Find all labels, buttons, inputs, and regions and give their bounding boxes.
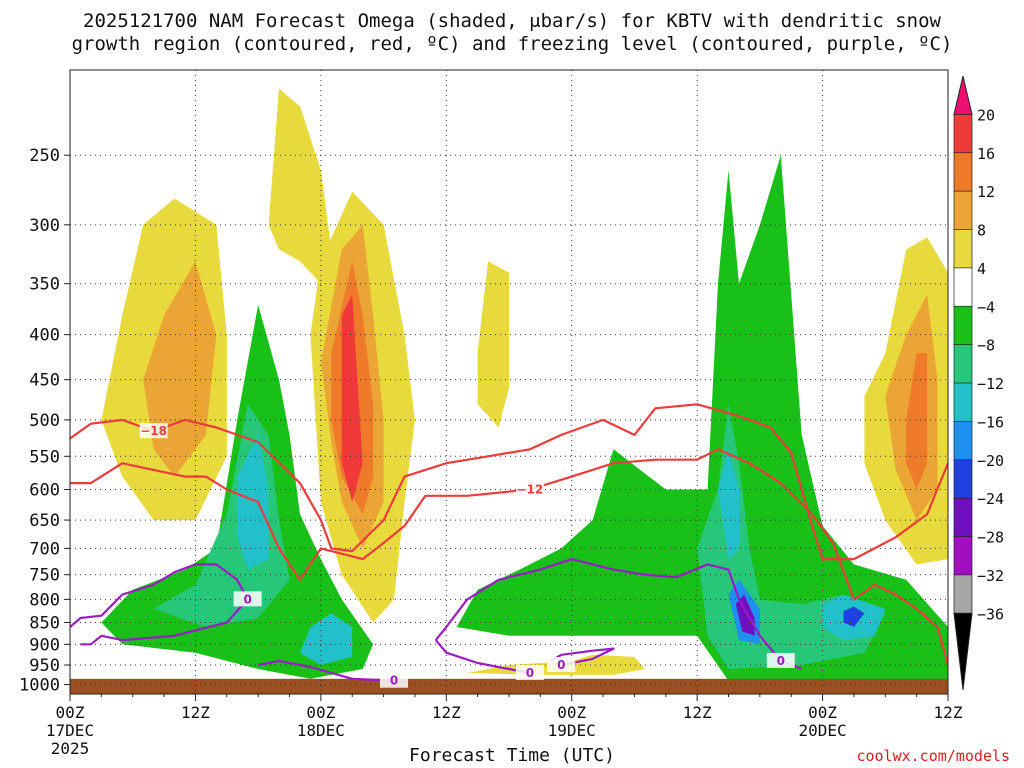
colorbar-swatch (954, 383, 972, 422)
colorbar-label: −32 (977, 567, 1004, 585)
colorbar-swatch (954, 114, 972, 153)
dgz-contour-label: −12 (517, 483, 544, 497)
x-tick-label: 00Z (808, 703, 837, 722)
x-tick-label: 12Z (934, 703, 963, 722)
x-tick-label: 00Z (306, 703, 335, 722)
y-tick-label: 600 (29, 481, 60, 501)
y-tick-label: 450 (29, 371, 60, 391)
y-tick-label: 550 (29, 447, 60, 467)
colorbar-swatch (954, 268, 972, 307)
colorbar-label: 4 (977, 260, 986, 278)
freezing-contour-label: 0 (526, 666, 534, 680)
colorbar-label: −20 (977, 452, 1004, 470)
omega-region (269, 89, 332, 284)
y-tick-label: 850 (29, 614, 60, 634)
y-tick-label: 300 (29, 216, 60, 236)
colorbar-swatch (954, 306, 972, 345)
colorbar-swatch (954, 460, 972, 499)
colorbar-label: −12 (977, 375, 1004, 393)
colorbar-label: −24 (977, 490, 1004, 508)
y-tick-label: 800 (29, 590, 60, 610)
freezing-contour-label: 0 (244, 592, 252, 606)
colorbar-swatch (954, 191, 972, 230)
colorbar-arrow-top (954, 76, 972, 114)
colorbar-swatch (954, 498, 972, 537)
colorbar-label: −8 (977, 337, 995, 355)
x-tick-label: 00Z (557, 703, 586, 722)
x-tick-date: 19DEC (548, 721, 596, 740)
watermark: coolwx.com/models (856, 747, 1010, 765)
colorbar-label: −36 (977, 605, 1004, 623)
y-tick-label: 250 (29, 146, 60, 166)
colorbar: 20 16 12 8 4 −4 −8 −12 −16 −20 −24 −28 −32 −36 (954, 76, 1004, 690)
colorbar-arrow-bottom (954, 613, 972, 690)
ground-layer (70, 679, 948, 694)
colorbar-label: 20 (977, 106, 995, 124)
y-tick-label: 1000 (19, 676, 60, 696)
x-tick-label: 12Z (683, 703, 712, 722)
colorbar-swatch (954, 230, 972, 269)
x-tick-date: 20DEC (798, 721, 846, 740)
colorbar-swatch (954, 153, 972, 192)
colorbar-label: 16 (977, 145, 995, 163)
y-tick-label: 400 (29, 326, 60, 346)
colorbar-label: −28 (977, 529, 1004, 547)
x-tick-date: 17DEC (46, 721, 94, 740)
ground-band (70, 679, 948, 694)
omega-chart: −18 −12 0 0 0 0 0 250 300 350 400 450 500 550 600 650 7… (0, 0, 1024, 768)
x-tick-label: 12Z (432, 703, 461, 722)
y-tick-label: 650 (29, 511, 60, 531)
colorbar-label: 8 (977, 222, 986, 240)
y-axis: 2503003504004505005506006507007508008509… (19, 146, 70, 695)
omega-shading (101, 89, 958, 681)
y-tick-label: 350 (29, 275, 60, 295)
x-tick-label: 12Z (181, 703, 210, 722)
dgz-contour-label: −18 (140, 424, 167, 438)
colorbar-swatch (954, 537, 972, 576)
y-tick-label: 750 (29, 566, 60, 586)
omega-region (478, 261, 509, 427)
freezing-contour-label: 0 (777, 654, 785, 668)
y-tick-label: 700 (29, 539, 60, 559)
x-tick-label: 00Z (56, 703, 85, 722)
colorbar-swatch (954, 575, 972, 614)
colorbar-swatch (954, 421, 972, 460)
y-tick-label: 950 (29, 656, 60, 676)
freezing-contour-label: 0 (390, 674, 398, 688)
y-tick-label: 900 (29, 635, 60, 655)
freezing-contour-label: 0 (557, 658, 565, 672)
x-tick-date: 18DEC (297, 721, 345, 740)
colorbar-label: −4 (977, 298, 995, 316)
y-tick-label: 500 (29, 411, 60, 431)
colorbar-swatch (954, 345, 972, 384)
colorbar-label: 12 (977, 183, 995, 201)
colorbar-label: −16 (977, 413, 1004, 431)
